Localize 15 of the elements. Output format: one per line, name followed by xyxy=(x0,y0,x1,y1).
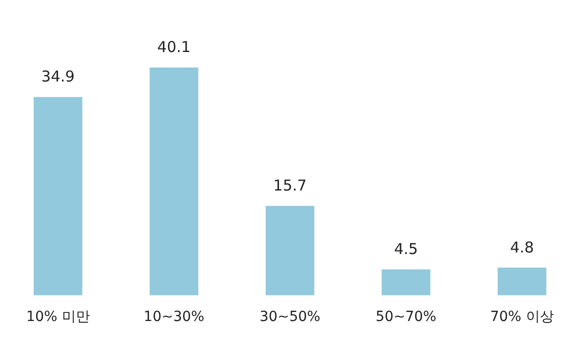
x-tick-label: 10% 미만 xyxy=(26,309,90,326)
data-label: 15.7 xyxy=(273,176,307,195)
x-tick-label: 10~30% xyxy=(144,309,204,326)
bar xyxy=(382,269,430,296)
data-label: 4.8 xyxy=(510,238,534,256)
x-tick-label: 70% 이상 xyxy=(490,309,554,326)
x-tick-label: 50~70% xyxy=(376,309,436,326)
bar xyxy=(34,96,82,296)
data-label: 40.1 xyxy=(157,38,191,56)
bar xyxy=(498,268,546,296)
data-label: 4.5 xyxy=(394,240,418,258)
data-label: 34.9 xyxy=(41,68,75,86)
bar xyxy=(150,67,198,296)
bar xyxy=(266,206,314,296)
x-tick-label: 30~50% xyxy=(260,309,320,326)
